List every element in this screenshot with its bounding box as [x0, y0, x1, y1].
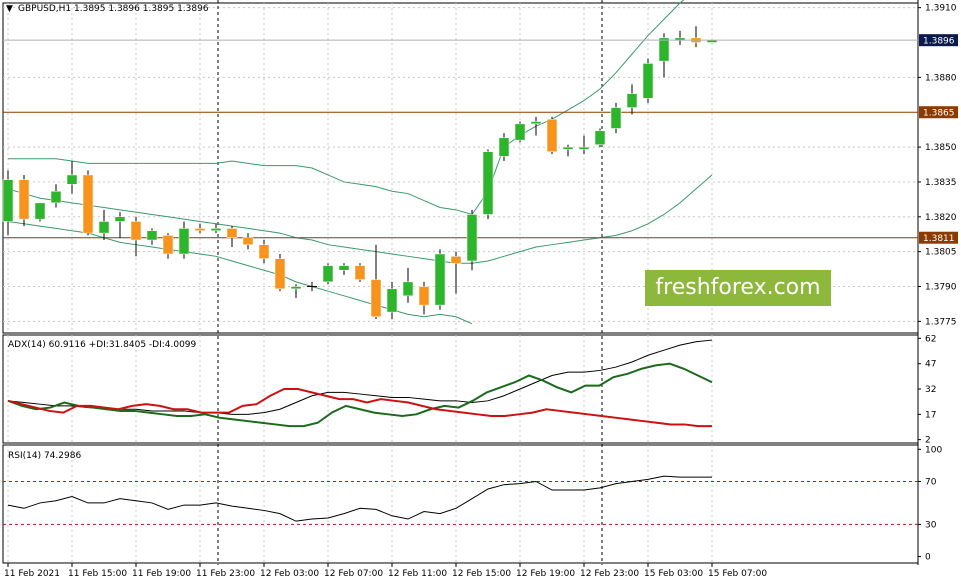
plus-di-line — [7, 362, 713, 428]
x-tick-label: 12 Feb 19:00 — [516, 569, 575, 579]
candle-body — [386, 288, 398, 313]
candle-body — [354, 265, 366, 280]
candle-body — [258, 244, 270, 259]
y-tick-label: 1.3880 — [925, 73, 957, 83]
rsi-panel-frame — [2, 444, 919, 564]
y-tick-label: 1.3820 — [925, 213, 957, 223]
candle-body — [50, 190, 62, 204]
y-tick-label: 70 — [925, 477, 937, 487]
x-tick-label: 11 Feb 23:00 — [196, 569, 255, 579]
candle-body — [434, 253, 446, 306]
candle-body — [530, 121, 542, 125]
candle-body — [626, 93, 638, 108]
candle-body — [114, 216, 126, 222]
candle-body — [98, 221, 110, 234]
x-tick-label: 12 Feb 23:00 — [580, 569, 639, 579]
candle-body — [226, 228, 238, 238]
y-tick-label: 1.3835 — [925, 178, 957, 188]
candle-body — [162, 235, 174, 255]
y-tick-label: 1.3850 — [925, 143, 957, 153]
candle-body — [130, 221, 142, 241]
candle-body — [338, 265, 350, 271]
y-tick-label: 0 — [925, 553, 931, 563]
candle-body — [562, 146, 574, 150]
candle-body — [274, 258, 286, 290]
candle-body — [450, 256, 462, 264]
x-tick-label: 11 Feb 15:00 — [68, 569, 127, 579]
y-tick-label: 1.3775 — [925, 317, 957, 327]
minus-di-line — [7, 388, 712, 428]
candle-body — [546, 118, 558, 152]
candle-body — [2, 179, 14, 222]
adx-header: ADX(14) 60.9116 +DI:31.8405 -DI:4.0099 — [8, 340, 197, 350]
y-tick-label: 47 — [925, 360, 936, 370]
x-tick-label: 11 Feb 19:00 — [132, 569, 191, 579]
candle-body — [370, 279, 382, 317]
candle-body — [66, 174, 78, 185]
x-tick-label: 11 Feb 2021 — [4, 569, 60, 579]
candle-body — [290, 286, 302, 290]
x-tick-label: 15 Feb 03:00 — [644, 569, 703, 579]
level-tag — [919, 106, 958, 119]
y-tick-label: 1.3805 — [925, 248, 957, 258]
candle-body — [594, 130, 606, 146]
y-tick-label: 17 — [925, 410, 936, 420]
y-tick-label: 62 — [925, 334, 936, 344]
y-tick-label: 32 — [925, 385, 936, 395]
candle-body — [642, 63, 654, 99]
adx-panel-frame — [2, 334, 919, 444]
header-dropdown-icon: ▼ — [6, 4, 13, 14]
y-tick-label: 1.3790 — [925, 283, 957, 293]
bollinger-middle-line — [7, 174, 713, 264]
candle-body — [610, 107, 622, 129]
level-tag-label: 1.3811 — [923, 234, 955, 244]
candle-body — [178, 228, 190, 255]
x-tick-label: 12 Feb 03:00 — [260, 569, 319, 579]
candle-body — [418, 286, 430, 306]
candle-body — [402, 281, 414, 297]
level-tag-label: 1.3865 — [923, 109, 955, 119]
bollinger-upper-line — [8, 0, 685, 216]
candle-body — [498, 137, 510, 157]
candle-body — [658, 37, 670, 62]
candle-body — [18, 179, 30, 220]
y-tick-label: 30 — [925, 520, 937, 530]
x-tick-label: 15 Feb 07:00 — [708, 569, 767, 579]
candle-body — [210, 228, 222, 231]
x-tick-label: 12 Feb 11:00 — [388, 569, 447, 579]
x-tick-label: 12 Feb 07:00 — [324, 569, 383, 579]
rsi-line — [7, 475, 712, 522]
y-tick-label: 100 — [925, 445, 942, 455]
candle-body — [514, 123, 526, 141]
x-tick-label: 12 Feb 15:00 — [452, 569, 511, 579]
y-tick-label: 1.3910 — [925, 4, 957, 14]
candle-body — [466, 214, 478, 262]
y-tick-label: 2 — [925, 436, 931, 446]
adx-line — [7, 339, 713, 415]
candle-body — [34, 202, 46, 220]
rsi-header: RSI(14) 74.2986 — [8, 451, 81, 461]
candle-body — [578, 146, 590, 150]
brand-logo: freshforex.com — [645, 270, 831, 306]
level-tag — [919, 231, 958, 244]
candle-body — [482, 151, 494, 215]
current-price-tag — [919, 34, 958, 47]
symbol-header: GBPUSD,H1 1.3895 1.3896 1.3895 1.3896 — [18, 4, 209, 14]
candle-body — [194, 228, 206, 231]
candle-body — [82, 174, 94, 234]
candle-body — [242, 237, 254, 245]
candle-body — [322, 265, 334, 283]
candle-body — [146, 230, 158, 241]
current-price-label: 1.3896 — [923, 37, 955, 47]
